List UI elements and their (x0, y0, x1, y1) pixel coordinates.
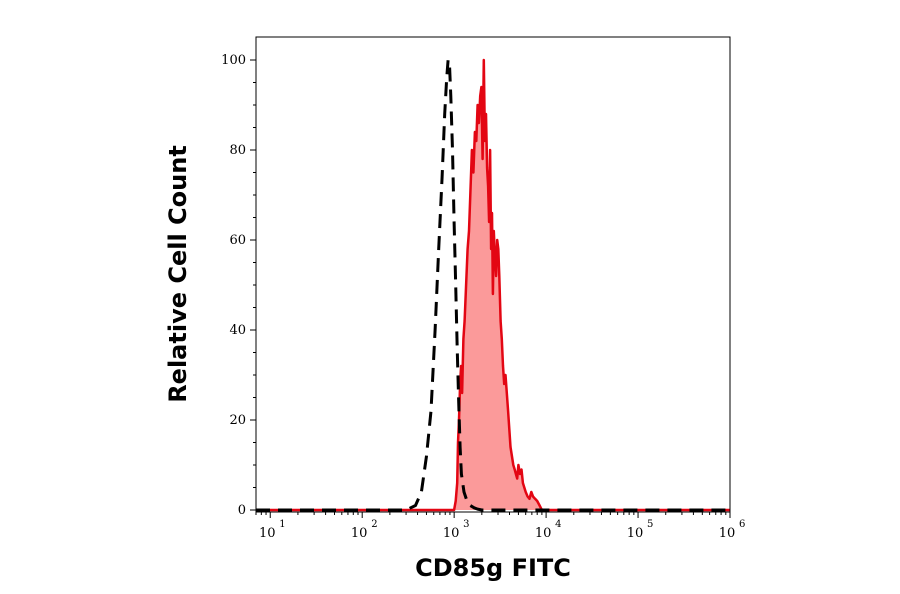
x-tick-label: 10 (719, 526, 736, 541)
x-tick-label: 10 (351, 526, 368, 541)
y-tick-label: 20 (229, 413, 246, 428)
x-tick-exponent: 1 (279, 519, 285, 530)
series-layer (256, 58, 730, 512)
y-tick-label: 40 (229, 323, 246, 338)
x-tick-exponent: 4 (555, 519, 561, 530)
x-tick-exponent: 6 (739, 519, 745, 530)
x-tick-label: 10 (535, 526, 552, 541)
series-1-line (256, 58, 730, 512)
y-axis-title: Relative Cell Count (164, 145, 192, 403)
y-tick-label: 0 (238, 503, 246, 518)
y-tick-label: 60 (229, 233, 246, 248)
x-tick-exponent: 3 (463, 519, 469, 530)
x-axis-title: CD85g FITC (415, 554, 571, 582)
x-tick-label: 10 (259, 526, 276, 541)
y-axis-ticks: 0 20 40 60 80 100 (221, 53, 256, 518)
x-tick-exponent: 5 (647, 519, 653, 530)
series-1-area (256, 60, 730, 510)
plot-frame (255, 36, 731, 513)
y-tick-label: 100 (221, 53, 246, 68)
x-tick-exponent: 2 (371, 519, 377, 530)
x-tick-label: 10 (627, 526, 644, 541)
y-tick-label: 80 (229, 143, 246, 158)
series-0-line (256, 58, 730, 512)
x-tick-label: 10 (443, 526, 460, 541)
